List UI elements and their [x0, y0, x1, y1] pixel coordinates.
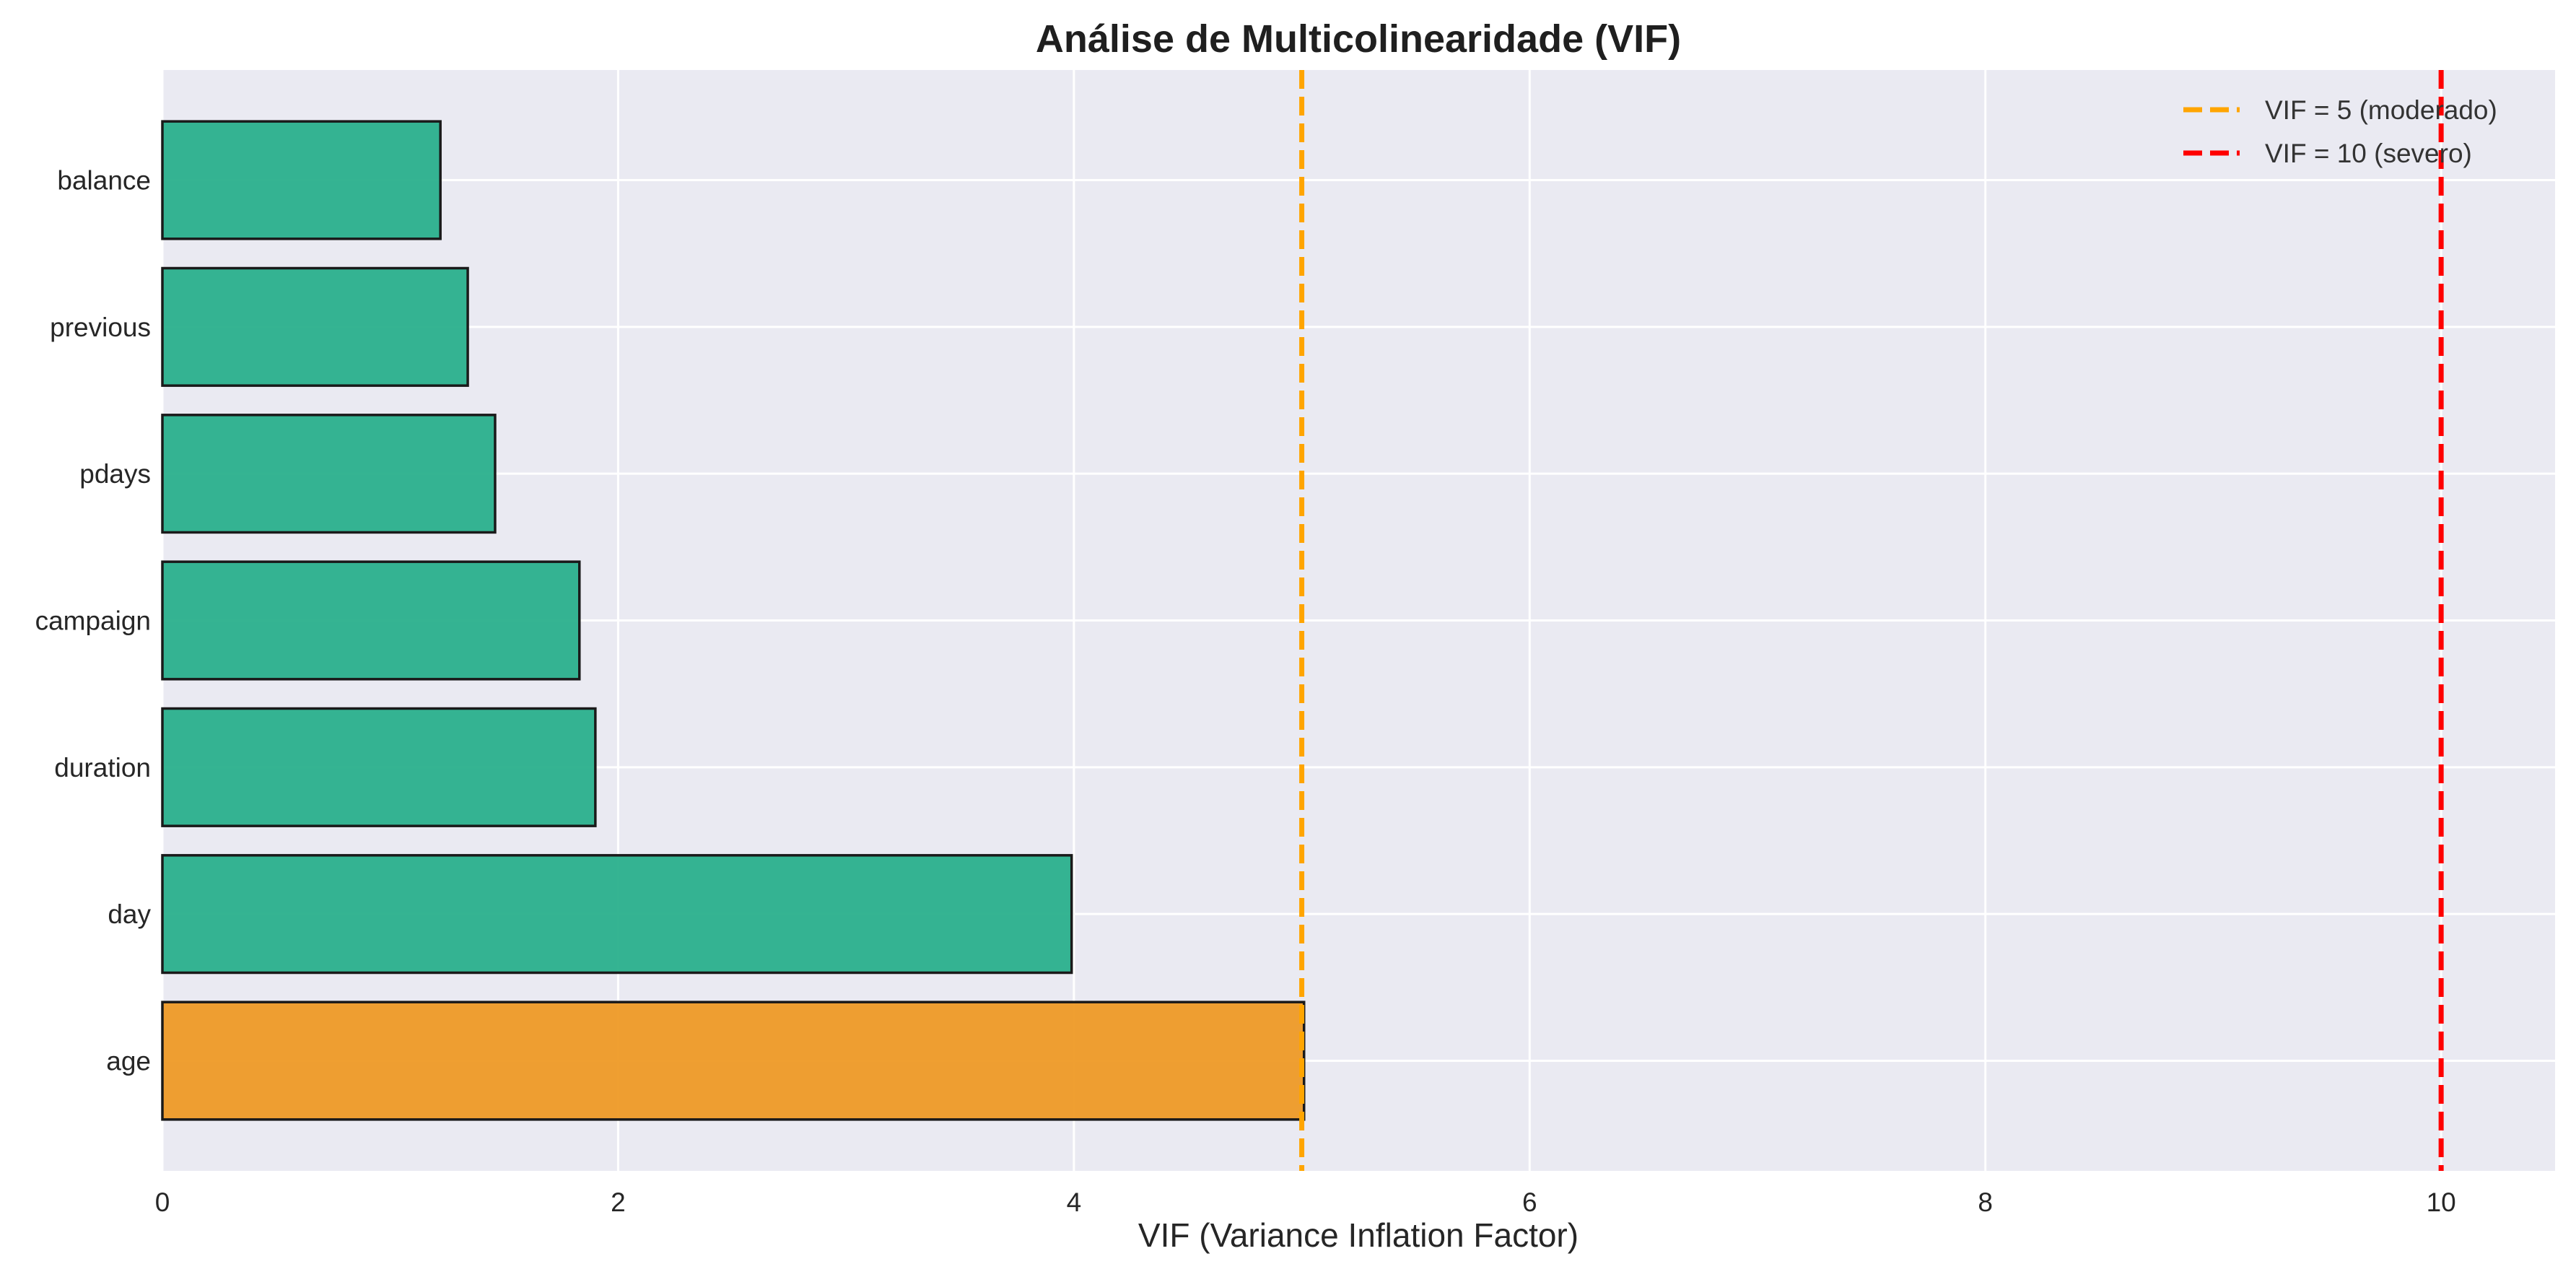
y-tick-label-duration: duration: [54, 753, 151, 783]
bar-pdays: [161, 414, 497, 534]
legend: VIF = 5 (moderado) VIF = 10 (severo): [2183, 95, 2497, 168]
y-tick-label-age: age: [106, 1047, 151, 1076]
bars: [161, 120, 1306, 1121]
bar-duration: [161, 707, 597, 827]
y-tick-label-pdays: pdays: [79, 459, 151, 489]
legend-label-0: VIF = 5 (moderado): [2265, 95, 2497, 125]
legend-label-1: VIF = 10 (severo): [2265, 139, 2472, 168]
bar-campaign: [161, 560, 581, 681]
grid-lines: [161, 70, 2555, 1171]
x-tick-label-1: 2: [611, 1187, 626, 1217]
chart-title: Análise de Multicolinearidade (VIF): [1036, 17, 1681, 61]
x-tick-label-4: 8: [1978, 1187, 1993, 1217]
y-tick-label-balance: balance: [57, 166, 151, 196]
bar-age: [161, 1001, 1306, 1121]
x-tick-label-5: 10: [2427, 1187, 2456, 1217]
y-tick-label-previous: previous: [50, 313, 151, 342]
x-axis-label: VIF (Variance Inflation Factor): [1138, 1216, 1579, 1254]
x-tick-label-2: 4: [1067, 1187, 1082, 1217]
bar-day: [161, 854, 1073, 975]
y-tick-label-campaign: campaign: [35, 606, 151, 636]
y-tick-label-day: day: [108, 899, 151, 929]
bar-balance: [161, 120, 442, 240]
y-tick-labels: balance previous pdays campaign duration day a…: [35, 166, 152, 1076]
x-tick-labels: 0 2 4 6 8 10: [155, 1187, 2456, 1217]
bar-previous: [161, 266, 469, 387]
x-tick-label-3: 6: [1522, 1187, 1537, 1217]
reference-lines: [1299, 70, 2444, 1171]
x-tick-label-0: 0: [155, 1187, 170, 1217]
